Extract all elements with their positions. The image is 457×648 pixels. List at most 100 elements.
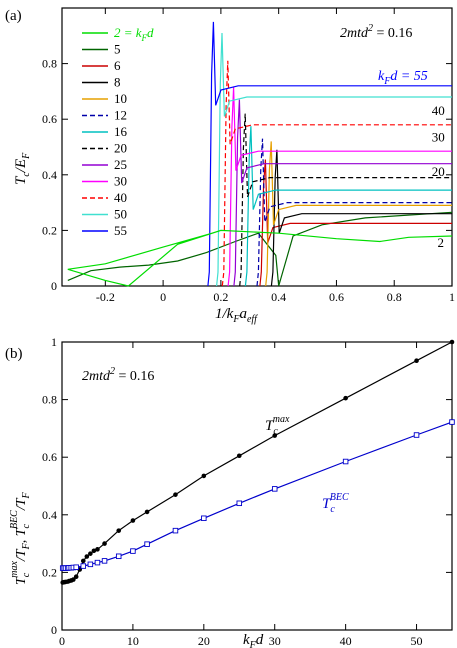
series-kfd-12	[256, 138, 452, 287]
panel-a-ytick-label: 0.6	[42, 112, 57, 126]
point-tmax	[272, 433, 278, 438]
panel-b-label-tbec: TcBEC	[322, 492, 349, 515]
panel-b-label-tmax: Tcmax	[265, 414, 290, 437]
legend-label-6: 6	[114, 58, 121, 73]
legend-label-16: 16	[114, 124, 128, 139]
panel-b-xtick-label: 20	[198, 634, 210, 648]
point-tbec	[73, 564, 79, 570]
panel-a-ytick-label: 0	[51, 279, 57, 293]
panel-b: (b) 0 10 20 30 40 50 0 0.2 0.4 0.6 0.8 1 2mtd2 = 0.…	[5, 335, 455, 648]
panel-b-xtick-label: 30	[269, 634, 281, 648]
point-tbec	[80, 563, 87, 569]
series-kfd-5	[67, 211, 453, 287]
legend-label-8: 8	[114, 75, 121, 90]
panel-b-label: (b)	[5, 346, 23, 362]
panel-b-series	[59, 339, 455, 585]
panel-a-ticks: -0.2 0 0.2 0.4 0.6 0.8 100.20.40.60.8	[42, 8, 455, 304]
panel-a-annotation: 2mtd2 = 0.16	[340, 23, 412, 41]
panel-a-xtick-label: 0.4	[271, 290, 286, 304]
point-tmax	[73, 574, 79, 580]
panel-b-xtick-label: 10	[127, 634, 139, 648]
panel-b-ticks: 0 10 20 30 40 50 0 0.2 0.4 0.6 0.8 1	[42, 335, 452, 648]
point-tmax	[88, 551, 93, 556]
point-tbec	[87, 561, 94, 568]
point-tmax	[91, 548, 97, 554]
point-tmax	[71, 577, 76, 582]
point-tmax	[343, 395, 348, 401]
point-tbec	[172, 527, 179, 534]
legend-label-12: 12	[114, 108, 127, 123]
panel-b-ytick-label: 0	[51, 623, 57, 637]
panel-b-annotation: 2mtd2 = 0.16	[82, 366, 154, 384]
series-kfd-10	[265, 141, 452, 287]
series-kfd-8	[270, 149, 452, 287]
point-tmax	[84, 554, 90, 559]
panel-a-xtick-label: 0.2	[213, 290, 228, 304]
series-line-tbec	[62, 421, 453, 569]
point-tbec	[130, 548, 136, 554]
legend-label-30: 30	[114, 174, 127, 189]
series-kfd-2	[67, 229, 453, 287]
panel-a-xtick-label: -0.2	[96, 290, 115, 304]
legend-label-2: 2 = kFd	[114, 25, 154, 43]
legend-label-40: 40	[114, 190, 127, 205]
point-tmax	[236, 453, 242, 459]
panel-a-xtick-label: 1	[449, 290, 455, 304]
point-tmax	[173, 492, 178, 497]
panel-a-ylabel: Tc/EF	[13, 152, 32, 185]
series-kfd-40	[221, 60, 452, 287]
point-tbec	[144, 541, 150, 547]
point-tbec	[101, 558, 108, 564]
point-tmax	[414, 358, 419, 364]
panel-b-xtick-label: 40	[340, 634, 352, 648]
point-tbec	[236, 500, 243, 507]
point-tbec	[115, 553, 122, 560]
panel-a-xtick-label: 0	[160, 290, 166, 304]
curve-label-30: 30	[432, 129, 445, 144]
curve-label-40: 40	[432, 103, 445, 118]
panel-b-ytick-label: 0.8	[42, 393, 57, 407]
point-tbec	[342, 458, 349, 465]
panel-a-ytick-label: 0.4	[42, 168, 57, 182]
point-tmax	[116, 528, 122, 533]
panel-b-xtick-label: 0	[59, 634, 65, 648]
series-kfd-25	[233, 99, 452, 287]
point-tmax	[102, 541, 107, 546]
point-tbec	[449, 419, 455, 425]
legend-label-5: 5	[114, 42, 121, 57]
legend-label-25: 25	[114, 157, 127, 172]
series-kfd-20	[239, 113, 452, 287]
panel-b-ytick-label: 1	[51, 335, 57, 349]
point-tmax	[80, 558, 86, 564]
panel-b-ytick-label: 0.6	[42, 450, 57, 464]
series-kfd-55	[207, 21, 452, 287]
panel-b-ytick-label: 0.4	[42, 508, 57, 522]
point-tmax	[449, 339, 455, 345]
panel-b-plot-frame	[61, 341, 453, 631]
point-tbec	[201, 515, 207, 522]
point-tbec	[94, 559, 101, 566]
panel-a-series	[67, 21, 453, 287]
panel-b-ytick-label: 0.2	[42, 565, 57, 579]
panel-a-xtick-label: 0.6	[329, 290, 344, 304]
point-tmax	[95, 547, 100, 552]
legend-label-20: 20	[114, 141, 127, 156]
panel-a-ytick-label: 0.2	[42, 223, 57, 237]
point-tmax	[130, 518, 136, 523]
point-tmax	[201, 473, 207, 479]
legend-label-55: 55	[114, 223, 127, 238]
panel-a-xtick-label: 0.8	[387, 290, 402, 304]
panel-b-xlabel: kFd	[243, 632, 264, 648]
panel-a-kfd-label: kFd = 55	[378, 69, 428, 87]
series-kfd-50	[216, 32, 452, 287]
point-tbec	[271, 486, 278, 492]
curve-label-20: 20	[432, 164, 445, 179]
point-tmax	[144, 509, 150, 515]
curve-label-2: 2	[438, 235, 445, 250]
panel-a-curve-labels: 40 30 20 2	[432, 103, 445, 250]
point-tbec	[413, 432, 420, 438]
series-kfd-6	[259, 159, 452, 287]
legend-label-10: 10	[114, 91, 127, 106]
